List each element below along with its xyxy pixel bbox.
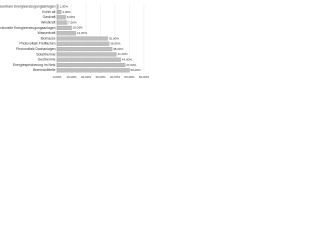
- value-label: 38,00%: [113, 47, 124, 51]
- value-label: 41,00%: [117, 52, 128, 56]
- bar: [56, 20, 68, 25]
- value-label: 36,00%: [110, 42, 121, 46]
- y-tick-label: Photovoltaik Dachanlagen: [16, 47, 56, 51]
- x-tick-label: 30,00%: [95, 75, 106, 79]
- y-tick-label: Wasserkraft: [38, 31, 56, 35]
- x-tick-label: 50,00%: [124, 75, 135, 79]
- y-tick-label: sonstige erneuerbare Energieerzeugungsan…: [0, 5, 56, 9]
- y-tick-label: Geothermie: [38, 58, 56, 62]
- y-tick-label: Kohle alt: [42, 10, 55, 14]
- y-tick-label: Windkraft: [41, 20, 55, 24]
- value-label: 44,00%: [122, 58, 133, 62]
- bar: [56, 47, 113, 52]
- x-tick-label: 60,00%: [139, 75, 150, 79]
- value-label: 50,00%: [131, 68, 142, 72]
- bar: [56, 15, 66, 20]
- value-label: 13,00%: [77, 31, 88, 35]
- y-tick-label: Energiespeicherung im Netz: [13, 63, 56, 67]
- value-label: 47,00%: [126, 63, 137, 67]
- y-tick-label: Gaskraft: [43, 15, 56, 19]
- y-tick-label: Solarthermie: [36, 52, 55, 56]
- chart: 0,00% 10,00% 20,00% 30,00% 40,00% 50,00% 60,00…: [0, 4, 150, 79]
- value-label: 7,00%: [68, 20, 77, 24]
- bar: [56, 25, 72, 30]
- y-tick-label: Biomasse: [41, 36, 56, 40]
- bar: [56, 41, 110, 46]
- bar: [56, 68, 130, 73]
- bar: [56, 4, 59, 9]
- value-label: 3,00%: [62, 10, 71, 14]
- x-tick-label: 20,00%: [81, 75, 92, 79]
- bar: [56, 31, 76, 36]
- x-tick-label: 40,00%: [110, 75, 121, 79]
- bar: [56, 36, 108, 41]
- bar: [56, 52, 117, 57]
- bar: [56, 63, 126, 68]
- bar: [56, 9, 62, 14]
- value-label: 6,00%: [67, 15, 76, 19]
- y-tick-label: Photovoltaik Freiflächen: [19, 42, 55, 46]
- bar: [56, 57, 121, 62]
- value-label: 1,00%: [59, 4, 68, 8]
- y-tick-label: sonstige konventionelle Energieerzeugung…: [0, 26, 56, 30]
- value-label: 35,00%: [109, 36, 120, 40]
- value-label: 10,00%: [73, 26, 84, 30]
- y-tick-label: Brennstoffzelle: [33, 68, 55, 72]
- x-tick-label: 10,00%: [66, 75, 77, 79]
- x-tick-label: 0,00%: [53, 75, 62, 79]
